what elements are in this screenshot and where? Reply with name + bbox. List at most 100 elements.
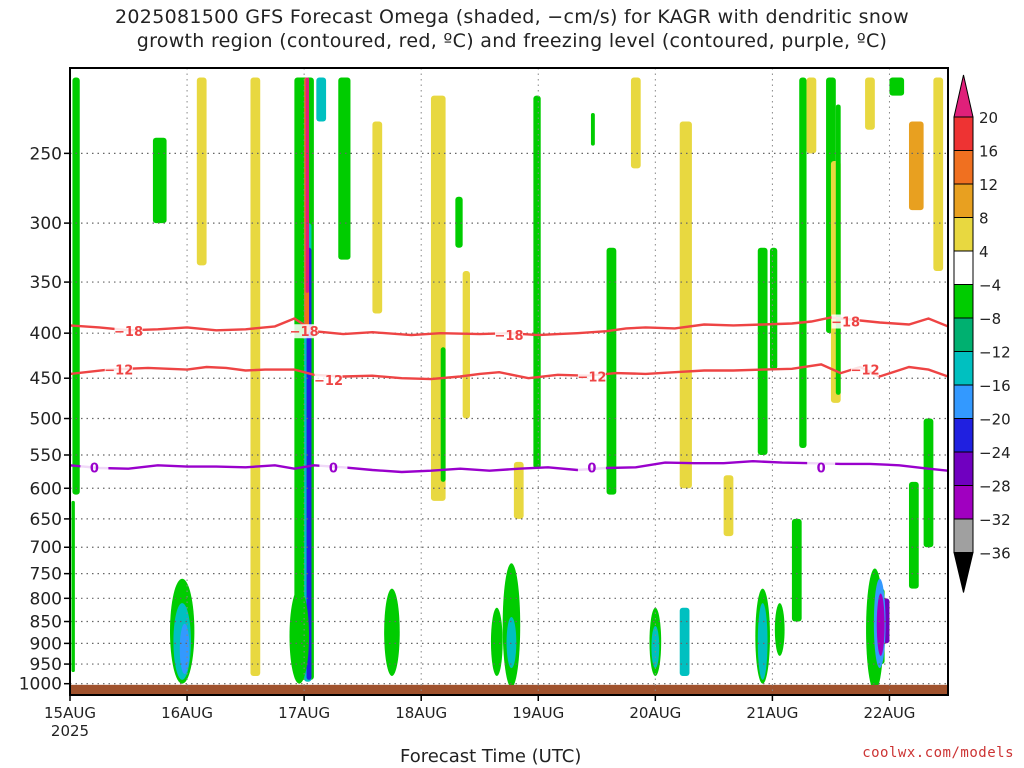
ytick-label-750: 750 — [30, 565, 62, 585]
contour-label-bg — [319, 460, 348, 475]
colorbar-label-1: 16 — [979, 143, 998, 161]
colorbar-top-arrow — [953, 74, 974, 118]
omega-cell-25 — [757, 247, 768, 455]
xtick-label-18AUG: 18AUG — [395, 704, 447, 722]
chart-title-line1: 2025081500 GFS Forecast Omega (shaded, −… — [115, 6, 909, 28]
omega-cell-32 — [835, 104, 841, 395]
omega-cell-24 — [723, 475, 734, 537]
xtick-year-label: 2025 — [51, 722, 89, 740]
colorbar-label-0: 20 — [979, 109, 998, 127]
colorbar-segment-12 — [953, 485, 974, 520]
xtick-label-15AUG: 15AUG — [44, 704, 96, 722]
contour--18 — [70, 316, 948, 337]
contour-label--18: −18 — [290, 325, 319, 340]
omega-cell-39 — [923, 418, 934, 548]
colorbar-segment-10 — [953, 418, 974, 453]
colorbar-label-11: −28 — [979, 478, 1011, 496]
x-axis-label: Forecast Time (UTC) — [400, 746, 582, 767]
ytick-label-850: 850 — [30, 613, 62, 633]
omega-cell-23 — [679, 607, 690, 676]
omega-blob-9 — [651, 625, 660, 669]
omega-cell-28 — [799, 77, 807, 448]
ytick-label-400: 400 — [30, 324, 62, 344]
omega-cell-33 — [865, 77, 875, 130]
ground-surface — [70, 684, 948, 695]
colorbar-label-9: −20 — [979, 411, 1011, 429]
grid-layer — [69, 68, 948, 695]
ytick-label-1000: 1000 — [19, 675, 62, 695]
omega-cell-16 — [462, 270, 470, 419]
omega-cell-20 — [606, 247, 617, 495]
xtick-label-20AUG: 20AUG — [629, 704, 681, 722]
contour-label--18: −18 — [114, 325, 143, 340]
colorbar-label-5: −4 — [979, 277, 1001, 295]
omega-cell-29 — [806, 77, 817, 154]
colorbar-label-12: −32 — [979, 511, 1011, 529]
colorbar-label-13: −36 — [979, 545, 1011, 563]
omega-shading-layer — [71, 77, 944, 692]
contour-label--18: −18 — [495, 329, 524, 344]
omega-cell-12 — [372, 121, 383, 314]
colorbar-segment-9 — [953, 384, 974, 419]
colorbar-segment-11 — [953, 451, 974, 486]
ytick-label-350: 350 — [30, 273, 62, 293]
contour-label-bg — [80, 460, 109, 475]
omega-blob-5 — [490, 607, 503, 676]
contour-label-bg — [290, 324, 319, 339]
contour-label-0: 0 — [587, 461, 596, 476]
omega-cell-26 — [769, 247, 778, 370]
ytick-label-700: 700 — [30, 538, 62, 558]
colorbar-segment-13 — [953, 518, 974, 553]
omega-cell-37 — [908, 121, 924, 211]
contour-label-bg — [104, 362, 133, 377]
ground-layer — [70, 684, 948, 695]
contour-label-0: 0 — [90, 461, 99, 476]
contour-label--18: −18 — [831, 316, 860, 331]
colorbar-label-7: −12 — [979, 344, 1011, 362]
colorbar-label-8: −16 — [979, 377, 1011, 395]
colorbar-segment-6 — [953, 284, 974, 319]
omega-cell-10 — [316, 77, 327, 122]
contour-label-bg — [851, 362, 880, 377]
ytick-label-950: 950 — [30, 655, 62, 675]
ytick-label-900: 900 — [30, 634, 62, 654]
contour-label-bg — [495, 328, 523, 343]
colorbar-segment-4 — [953, 217, 974, 252]
omega-cell-2 — [152, 137, 167, 224]
omega-cell-19 — [590, 113, 595, 146]
colorbar: 20 16 12 8 4 −4 −8 −12 −16 −20 −24 −28 −32 −36 — [953, 74, 1011, 593]
ytick-label-550: 550 — [30, 446, 62, 466]
contour-label-bg — [314, 372, 343, 387]
colorbar-segment-1 — [953, 116, 974, 151]
omega-cell-18 — [533, 95, 541, 469]
contours-layer: −18 −18 −18 −18 −12 −12 −12 −12 0 0 0 0 — [70, 314, 948, 476]
contour-label-bg — [114, 324, 143, 339]
contour-label-0: 0 — [817, 461, 826, 476]
ytick-label-300: 300 — [30, 214, 62, 234]
omega-blob-12 — [774, 603, 785, 656]
ytick-label-650: 650 — [30, 510, 62, 530]
plot-frame — [69, 67, 949, 696]
omega-cell-15 — [455, 196, 463, 248]
omega-blob-4 — [384, 588, 400, 676]
contour-label--12: −12 — [104, 364, 133, 379]
omega-cell-17 — [513, 461, 524, 519]
omega-cell-0 — [72, 77, 80, 495]
ytick-label-800: 800 — [30, 589, 62, 609]
omega-cell-38 — [908, 481, 919, 589]
omega-blob-3 — [289, 588, 310, 684]
contour-label-bg — [577, 369, 606, 384]
colorbar-segment-7 — [953, 317, 974, 352]
colorbar-segment-8 — [953, 351, 974, 386]
credit-text: coolwx.com/models — [862, 745, 1014, 761]
omega-blob-15 — [876, 593, 885, 656]
colorbar-bottom-arrow — [953, 552, 974, 593]
contour-label-bg — [807, 460, 836, 475]
omega-cell-9 — [305, 77, 310, 293]
omega-cell-4 — [250, 77, 261, 676]
omega-cell-22 — [679, 121, 692, 489]
colorbar-label-4: 4 — [979, 243, 989, 261]
omega-cell-3 — [196, 77, 207, 266]
omega-cell-11 — [338, 77, 351, 260]
omega-blob-2 — [179, 623, 190, 675]
